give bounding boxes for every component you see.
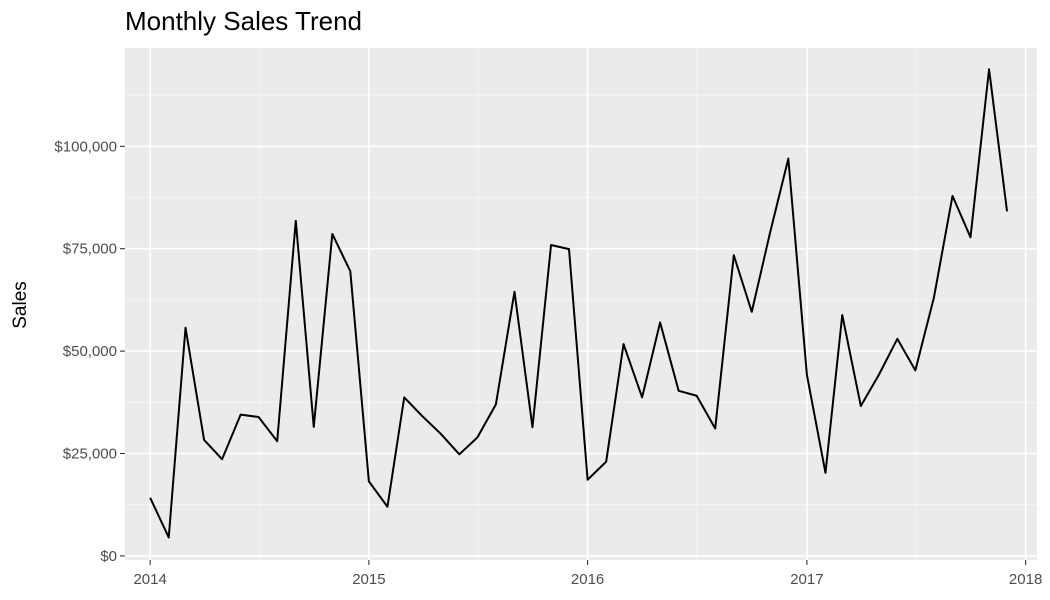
series-layer	[149, 68, 1009, 539]
major-gridlines	[125, 48, 1037, 560]
x-tick-label: 2017	[790, 571, 823, 588]
minor-gridlines	[125, 48, 1037, 560]
y-axis-title: Sales	[10, 281, 31, 329]
x-tick-label: 2018	[1009, 571, 1042, 588]
sales-series-line	[149, 68, 1009, 539]
chart-title: Monthly Sales Trend	[125, 6, 362, 36]
y-tick-label: $50,000	[63, 343, 117, 360]
x-tick-label: 2014	[133, 571, 166, 588]
y-tick-label: $25,000	[63, 446, 117, 463]
plot-panel	[125, 48, 1037, 560]
y-tick-label: $75,000	[63, 241, 117, 258]
y-tick-label: $100,000	[54, 138, 117, 155]
x-tick-label: 2015	[352, 571, 385, 588]
x-axis: 2014 2015 2016 2017 2018	[133, 560, 1042, 588]
x-tick-label: 2016	[571, 571, 604, 588]
y-tick-label: $0	[100, 548, 117, 565]
y-axis: $0 $25,000 $50,000 $75,000 $100,000	[54, 138, 125, 565]
